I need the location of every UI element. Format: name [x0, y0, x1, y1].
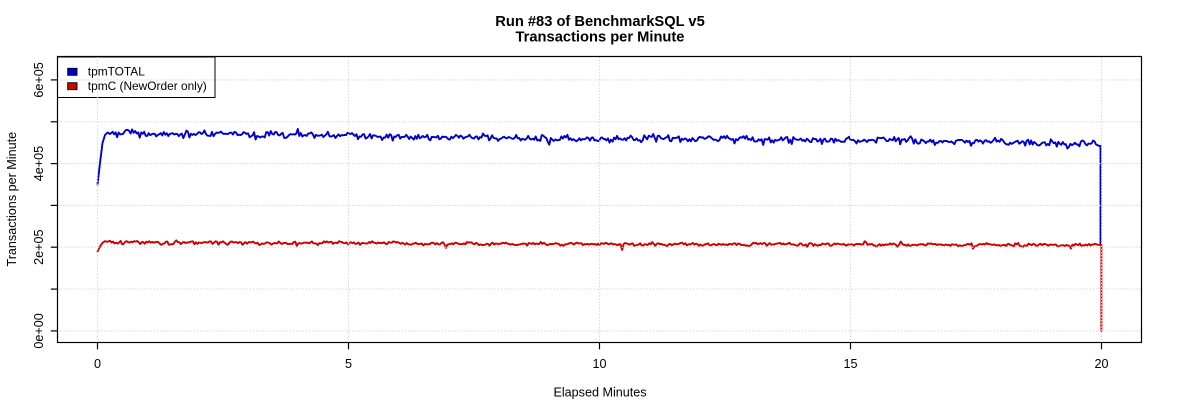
- svg-text:2e+05: 2e+05: [32, 230, 46, 265]
- svg-text:20: 20: [1094, 357, 1108, 371]
- svg-text:15: 15: [843, 357, 857, 371]
- svg-text:Transactions per Minute: Transactions per Minute: [516, 29, 685, 45]
- svg-text:Elapsed Minutes: Elapsed Minutes: [553, 386, 646, 400]
- svg-text:10: 10: [592, 357, 606, 371]
- svg-text:Run #83 of BenchmarkSQL v5: Run #83 of BenchmarkSQL v5: [495, 14, 705, 30]
- svg-text:tpmTOTAL: tpmTOTAL: [88, 64, 145, 78]
- svg-text:5: 5: [345, 357, 352, 371]
- svg-text:tpmC (NewOrder only): tpmC (NewOrder only): [88, 79, 207, 93]
- svg-text:4e+05: 4e+05: [32, 146, 46, 181]
- svg-text:0: 0: [94, 357, 101, 371]
- svg-text:6e+05: 6e+05: [32, 62, 46, 97]
- svg-text:Transactions per Minute: Transactions per Minute: [5, 132, 19, 267]
- svg-text:0e+00: 0e+00: [32, 313, 46, 348]
